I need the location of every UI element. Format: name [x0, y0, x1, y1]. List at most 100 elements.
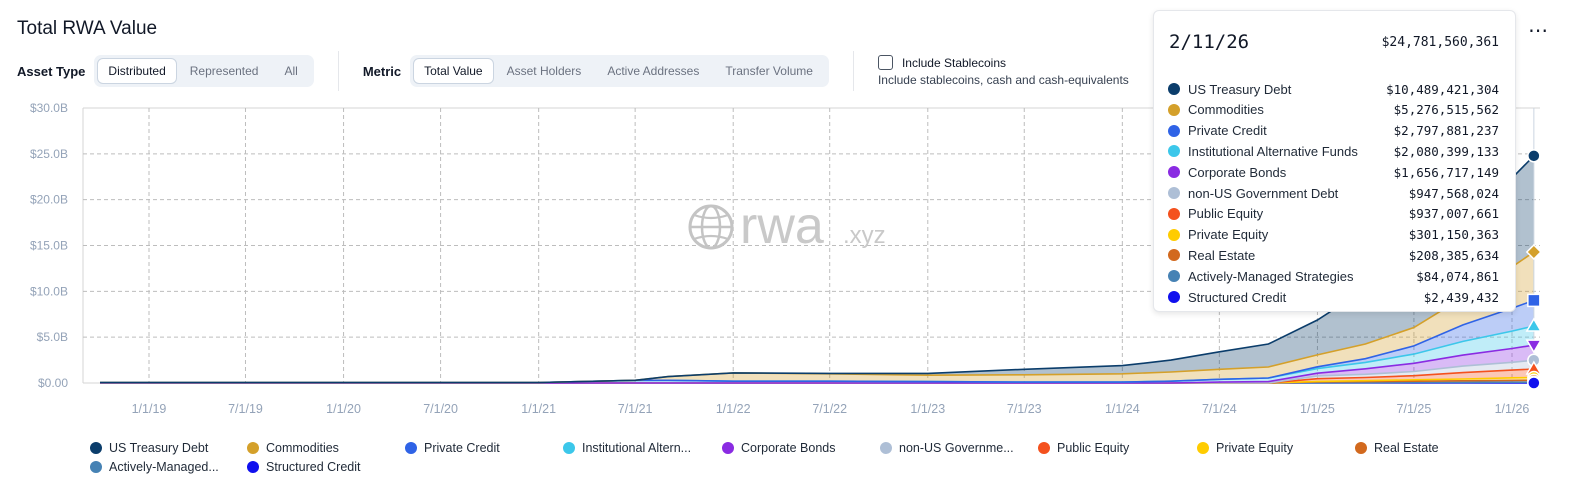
chart-tooltip: 2/11/26 $24,781,560,361 US Treasury Debt…: [1153, 10, 1516, 312]
legend-item[interactable]: Public Equity: [1038, 440, 1129, 456]
tooltip-row: Commodities $5,276,515,562: [1168, 100, 1499, 120]
metric-total-value[interactable]: Total Value: [413, 58, 494, 84]
x-tick-label: 7/1/20: [423, 402, 458, 416]
x-tick-label: 1/1/25: [1300, 402, 1335, 416]
metric-label: Metric: [362, 63, 402, 79]
x-tick-label: 7/1/19: [228, 402, 263, 416]
tooltip-series-value: $301,150,363: [1408, 227, 1499, 243]
tooltip-series-value: $2,797,881,237: [1393, 123, 1499, 139]
legend-item[interactable]: non-US Governme...: [880, 440, 1014, 456]
y-tick-label: $5.0B: [37, 330, 68, 344]
metric-toggle: Total Value Asset Holders Active Address…: [410, 55, 829, 87]
x-tick-label: 1/1/22: [716, 402, 751, 416]
tooltip-series-name: Structured Credit: [1188, 289, 1287, 305]
legend-dot-icon: [880, 442, 892, 454]
legend-label: Private Equity: [1216, 441, 1294, 455]
tooltip-series-name: Institutional Alternative Funds: [1188, 143, 1358, 159]
legend-item[interactable]: Corporate Bonds: [722, 440, 836, 456]
tooltip-row: US Treasury Debt $10,489,421,304: [1168, 79, 1499, 99]
series-dot-icon: [1168, 145, 1180, 158]
stablecoins-checkbox[interactable]: [877, 55, 893, 70]
legend-dot-icon: [1197, 442, 1209, 454]
tooltip-row: Public Equity $937,007,661: [1168, 204, 1499, 224]
legend-item[interactable]: Real Estate: [1355, 440, 1439, 456]
asset-type-label: Asset Type: [17, 63, 86, 79]
series-end-marker: [1527, 293, 1541, 308]
series-dot-icon: [1168, 291, 1180, 303]
more-dots-icon[interactable]: ⋯: [1528, 20, 1549, 42]
tooltip-series-name: Actively-Managed Strategies: [1188, 268, 1354, 284]
legend-item[interactable]: Private Equity: [1197, 440, 1293, 456]
watermark-brand: rwa: [740, 197, 824, 255]
tooltip-series-value: $2,080,399,133: [1393, 143, 1499, 159]
tooltip-total: $24,781,560,361: [1381, 35, 1499, 50]
stablecoins-option: Include Stablecoins Include stablecoins,…: [877, 55, 1129, 87]
legend-item[interactable]: US Treasury Debt: [90, 440, 208, 456]
series-end-marker: [1525, 317, 1543, 332]
tooltip-series-name: US Treasury Debt: [1188, 81, 1292, 97]
metric-transfer-volume[interactable]: Transfer Volume: [725, 64, 813, 78]
tooltip-row: non-US Government Debt $947,568,024: [1168, 183, 1499, 203]
series-dot-icon: [1168, 124, 1180, 137]
x-tick-label: 1/1/24: [1105, 402, 1140, 416]
series-dot-icon: [1168, 103, 1180, 116]
legend-label: non-US Governme...: [899, 441, 1014, 455]
legend-dot-icon: [722, 442, 734, 454]
metric-active-addresses[interactable]: Active Addresses: [607, 64, 700, 78]
stablecoins-description: Include stablecoins, cash and cash-equiv…: [877, 73, 1129, 87]
legend-label: Structured Credit: [266, 460, 361, 474]
tooltip-series-value: $947,568,024: [1408, 185, 1499, 201]
watermark: rwa .xyz: [688, 197, 886, 255]
y-tick-label: $25.0B: [30, 147, 68, 161]
stablecoins-label[interactable]: Include Stablecoins: [901, 55, 1007, 70]
legend-item[interactable]: Commodities: [247, 440, 339, 456]
legend-dot-icon: [90, 461, 102, 473]
series-end-marker: [1527, 149, 1541, 163]
legend-item[interactable]: Private Credit: [405, 440, 500, 456]
tooltip-row: Institutional Alternative Funds $2,080,39…: [1168, 141, 1499, 161]
legend-dot-icon: [90, 442, 102, 454]
metric-asset-holders[interactable]: Asset Holders: [506, 64, 582, 78]
controls-bar: Asset Type Distributed Represented All M…: [17, 51, 1129, 91]
legend-dot-icon: [247, 442, 259, 454]
legend-dot-icon: [405, 442, 417, 454]
x-tick-label: 1/1/23: [910, 402, 945, 416]
series-dot-icon: [1168, 228, 1180, 241]
legend-item[interactable]: Actively-Managed...: [90, 459, 219, 475]
page-title: Total RWA Value: [17, 18, 158, 39]
tooltip-series-value: $10,489,421,304: [1386, 81, 1499, 97]
tooltip-row: Structured Credit $2,439,432: [1168, 287, 1499, 307]
x-tick-label: 1/1/21: [521, 402, 556, 416]
tooltip-series-value: $208,385,634: [1408, 247, 1499, 263]
series-dot-icon: [1168, 83, 1180, 95]
asset-type-distributed[interactable]: Distributed: [97, 58, 177, 84]
legend-item[interactable]: Institutional Altern...: [563, 440, 691, 456]
legend-label: Public Equity: [1057, 441, 1130, 455]
tooltip-series-name: Commodities: [1188, 102, 1264, 118]
tooltip-row: Real Estate $208,385,634: [1168, 245, 1499, 265]
series-dot-icon: [1168, 270, 1180, 283]
asset-type-all[interactable]: All: [284, 64, 298, 78]
tooltip-row: Private Credit $2,797,881,237: [1168, 121, 1499, 141]
series-end-marker: [1525, 243, 1542, 261]
asset-type-represented[interactable]: Represented: [189, 64, 259, 78]
legend-item[interactable]: Structured Credit: [247, 459, 360, 475]
tooltip-series-name: Corporate Bonds: [1188, 164, 1287, 180]
series-end-marker: [1527, 376, 1541, 390]
x-tick-label: 7/1/24: [1202, 402, 1237, 416]
asset-type-toggle: Distributed Represented All: [94, 55, 314, 87]
legend-label: Real Estate: [1374, 441, 1439, 455]
tooltip-series-name: non-US Government Debt: [1188, 185, 1339, 201]
x-tick-label: 7/1/23: [1007, 402, 1042, 416]
tooltip-series-name: Private Equity: [1188, 227, 1269, 243]
globe-icon: [688, 204, 734, 250]
y-tick-label: $20.0B: [30, 193, 68, 207]
series-dot-icon: [1168, 249, 1180, 262]
series-dot-icon: [1168, 207, 1180, 220]
x-tick-label: 7/1/21: [618, 402, 653, 416]
tooltip-series-value: $1,656,717,149: [1393, 164, 1499, 180]
legend-dot-icon: [1038, 442, 1050, 454]
y-tick-label: $15.0B: [30, 239, 68, 253]
series-end-marker: [1525, 339, 1543, 354]
x-tick-label: 1/1/26: [1495, 402, 1530, 416]
